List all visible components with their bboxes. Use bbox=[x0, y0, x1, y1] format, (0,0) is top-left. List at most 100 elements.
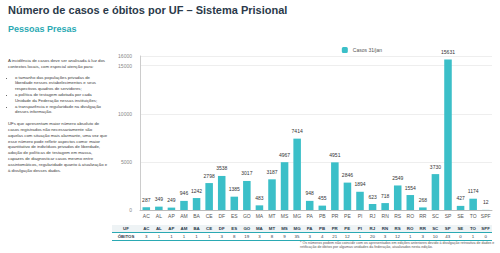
svg-text:RR: RR bbox=[419, 213, 427, 219]
html-text:* Os números podem não coincid: * Os números podem não coincidir com os … bbox=[300, 241, 495, 250]
svg-text:GO: GO bbox=[243, 213, 251, 219]
html-text:RJ: RJ bbox=[369, 226, 376, 231]
html-text:PR: PR bbox=[331, 226, 338, 231]
html-text:MG: MG bbox=[293, 226, 301, 231]
svg-text:287: 287 bbox=[142, 197, 151, 203]
svg-text:MG: MG bbox=[293, 213, 301, 219]
html-text:RN: RN bbox=[381, 226, 389, 231]
svg-text:1242: 1242 bbox=[191, 188, 202, 194]
html-text:AL: AL bbox=[155, 226, 162, 231]
svg-text:2798: 2798 bbox=[204, 173, 215, 179]
html-text:o tamanho das populações priva: o tamanho das populações privadas de lib… bbox=[15, 74, 96, 92]
svg-text:5000: 5000 bbox=[121, 159, 132, 165]
svg-text:427: 427 bbox=[456, 195, 465, 201]
html-text:BA: BA bbox=[193, 226, 200, 231]
html-text:UFs que apresentam maior númer: UFs que apresentam maior número absoluto… bbox=[8, 121, 108, 173]
html-text:AC: AC bbox=[143, 226, 150, 231]
svg-text:RS: RS bbox=[394, 213, 402, 219]
html-text:ÓBITOS: ÓBITOS bbox=[117, 234, 135, 239]
html-text:ES: ES bbox=[231, 226, 238, 231]
svg-text:1554: 1554 bbox=[405, 185, 416, 191]
html-text:PB: PB bbox=[319, 226, 326, 231]
html-text:RS: RS bbox=[394, 226, 401, 231]
svg-text:PR: PR bbox=[331, 213, 338, 219]
svg-text:MT: MT bbox=[268, 213, 275, 219]
svg-text:1894: 1894 bbox=[354, 181, 365, 187]
svg-text:SC: SC bbox=[432, 213, 439, 219]
html-text:PE: PE bbox=[344, 226, 351, 231]
svg-text:946: 946 bbox=[180, 190, 189, 196]
html-text:MT: MT bbox=[268, 226, 276, 231]
svg-text:718: 718 bbox=[381, 193, 390, 199]
svg-text:2846: 2846 bbox=[342, 172, 353, 178]
svg-text:16000: 16000 bbox=[118, 53, 132, 59]
svg-text:PE: PE bbox=[344, 213, 351, 219]
svg-text:AP: AP bbox=[168, 213, 175, 219]
svg-text:AM: AM bbox=[180, 213, 188, 219]
html-text:PI: PI bbox=[357, 226, 362, 231]
svg-text:349: 349 bbox=[155, 196, 164, 202]
html-text:SPF: SPF bbox=[481, 226, 490, 231]
html-text:PA: PA bbox=[306, 226, 313, 231]
svg-text:15631: 15631 bbox=[441, 49, 455, 55]
html-text:Pessoas Presas: Pessoas Presas bbox=[8, 24, 77, 34]
svg-text:1174: 1174 bbox=[468, 188, 479, 194]
html-text:RR: RR bbox=[419, 226, 426, 231]
html-text:AM: AM bbox=[180, 226, 188, 231]
svg-text:SP: SP bbox=[445, 213, 452, 219]
svg-text:PB: PB bbox=[319, 213, 326, 219]
html-text:GO: GO bbox=[243, 226, 251, 231]
html-text:CE: CE bbox=[206, 226, 213, 231]
svg-text:3730: 3730 bbox=[430, 164, 441, 170]
svg-text:RJ: RJ bbox=[370, 213, 377, 219]
svg-text:268: 268 bbox=[419, 197, 428, 203]
svg-text:AL: AL bbox=[156, 213, 162, 219]
svg-text:MS: MS bbox=[281, 213, 289, 219]
svg-text:Casos 31/jan: Casos 31/jan bbox=[353, 47, 382, 53]
html-text:SP: SP bbox=[444, 226, 451, 231]
svg-text:948: 948 bbox=[306, 190, 315, 196]
svg-text:3017: 3017 bbox=[241, 170, 252, 176]
svg-text:623: 623 bbox=[368, 194, 377, 200]
html-text:a transparência e regularidade: a transparência e regularidade na divulg… bbox=[15, 103, 101, 115]
html-text:A incidência de casos deve ser: A incidência de casos deve ser analisada… bbox=[8, 58, 105, 69]
html-text:SE: SE bbox=[457, 226, 464, 231]
svg-text:249: 249 bbox=[167, 197, 176, 203]
svg-text:SE: SE bbox=[457, 213, 464, 219]
svg-text:483: 483 bbox=[255, 195, 264, 201]
svg-text:7414: 7414 bbox=[292, 128, 303, 134]
svg-text:455: 455 bbox=[318, 195, 327, 201]
svg-text:BA: BA bbox=[193, 213, 200, 219]
svg-text:SPF: SPF bbox=[481, 213, 491, 219]
svg-text:12: 12 bbox=[483, 199, 489, 205]
html-text:UF: UF bbox=[123, 226, 129, 231]
svg-text:ES: ES bbox=[231, 213, 238, 219]
svg-text:3538: 3538 bbox=[216, 165, 227, 171]
html-text:RO: RO bbox=[406, 226, 414, 231]
html-text:MS: MS bbox=[281, 226, 288, 231]
svg-text:RO: RO bbox=[407, 213, 415, 219]
svg-text:AC: AC bbox=[143, 213, 150, 219]
html-text:a política de testagem adotada: a política de testagem adotada por cada … bbox=[15, 92, 98, 103]
html-text:MA: MA bbox=[255, 226, 263, 231]
svg-text:1385: 1385 bbox=[229, 186, 240, 192]
svg-text:RN: RN bbox=[382, 213, 390, 219]
html-text:TO: TO bbox=[469, 226, 476, 231]
svg-text:3187: 3187 bbox=[266, 169, 277, 175]
svg-text:MA: MA bbox=[256, 213, 264, 219]
svg-text:10000: 10000 bbox=[118, 111, 132, 117]
svg-text:TO: TO bbox=[470, 213, 477, 219]
svg-text:PA: PA bbox=[307, 213, 314, 219]
svg-text:DF: DF bbox=[218, 213, 225, 219]
html-text:AP: AP bbox=[168, 226, 175, 231]
html-text:DF: DF bbox=[218, 226, 225, 231]
svg-text:15000: 15000 bbox=[118, 63, 132, 69]
html-text:SC: SC bbox=[432, 226, 439, 231]
svg-text:2549: 2549 bbox=[392, 175, 403, 181]
svg-text:CE: CE bbox=[206, 213, 214, 219]
html-text:Número de casos e óbitos por U: Número de casos e óbitos por UF – Sistem… bbox=[8, 4, 288, 16]
svg-text:4951: 4951 bbox=[329, 152, 340, 158]
svg-text:0: 0 bbox=[129, 207, 132, 213]
svg-text:4967: 4967 bbox=[279, 152, 290, 158]
svg-text:PI: PI bbox=[358, 213, 363, 219]
